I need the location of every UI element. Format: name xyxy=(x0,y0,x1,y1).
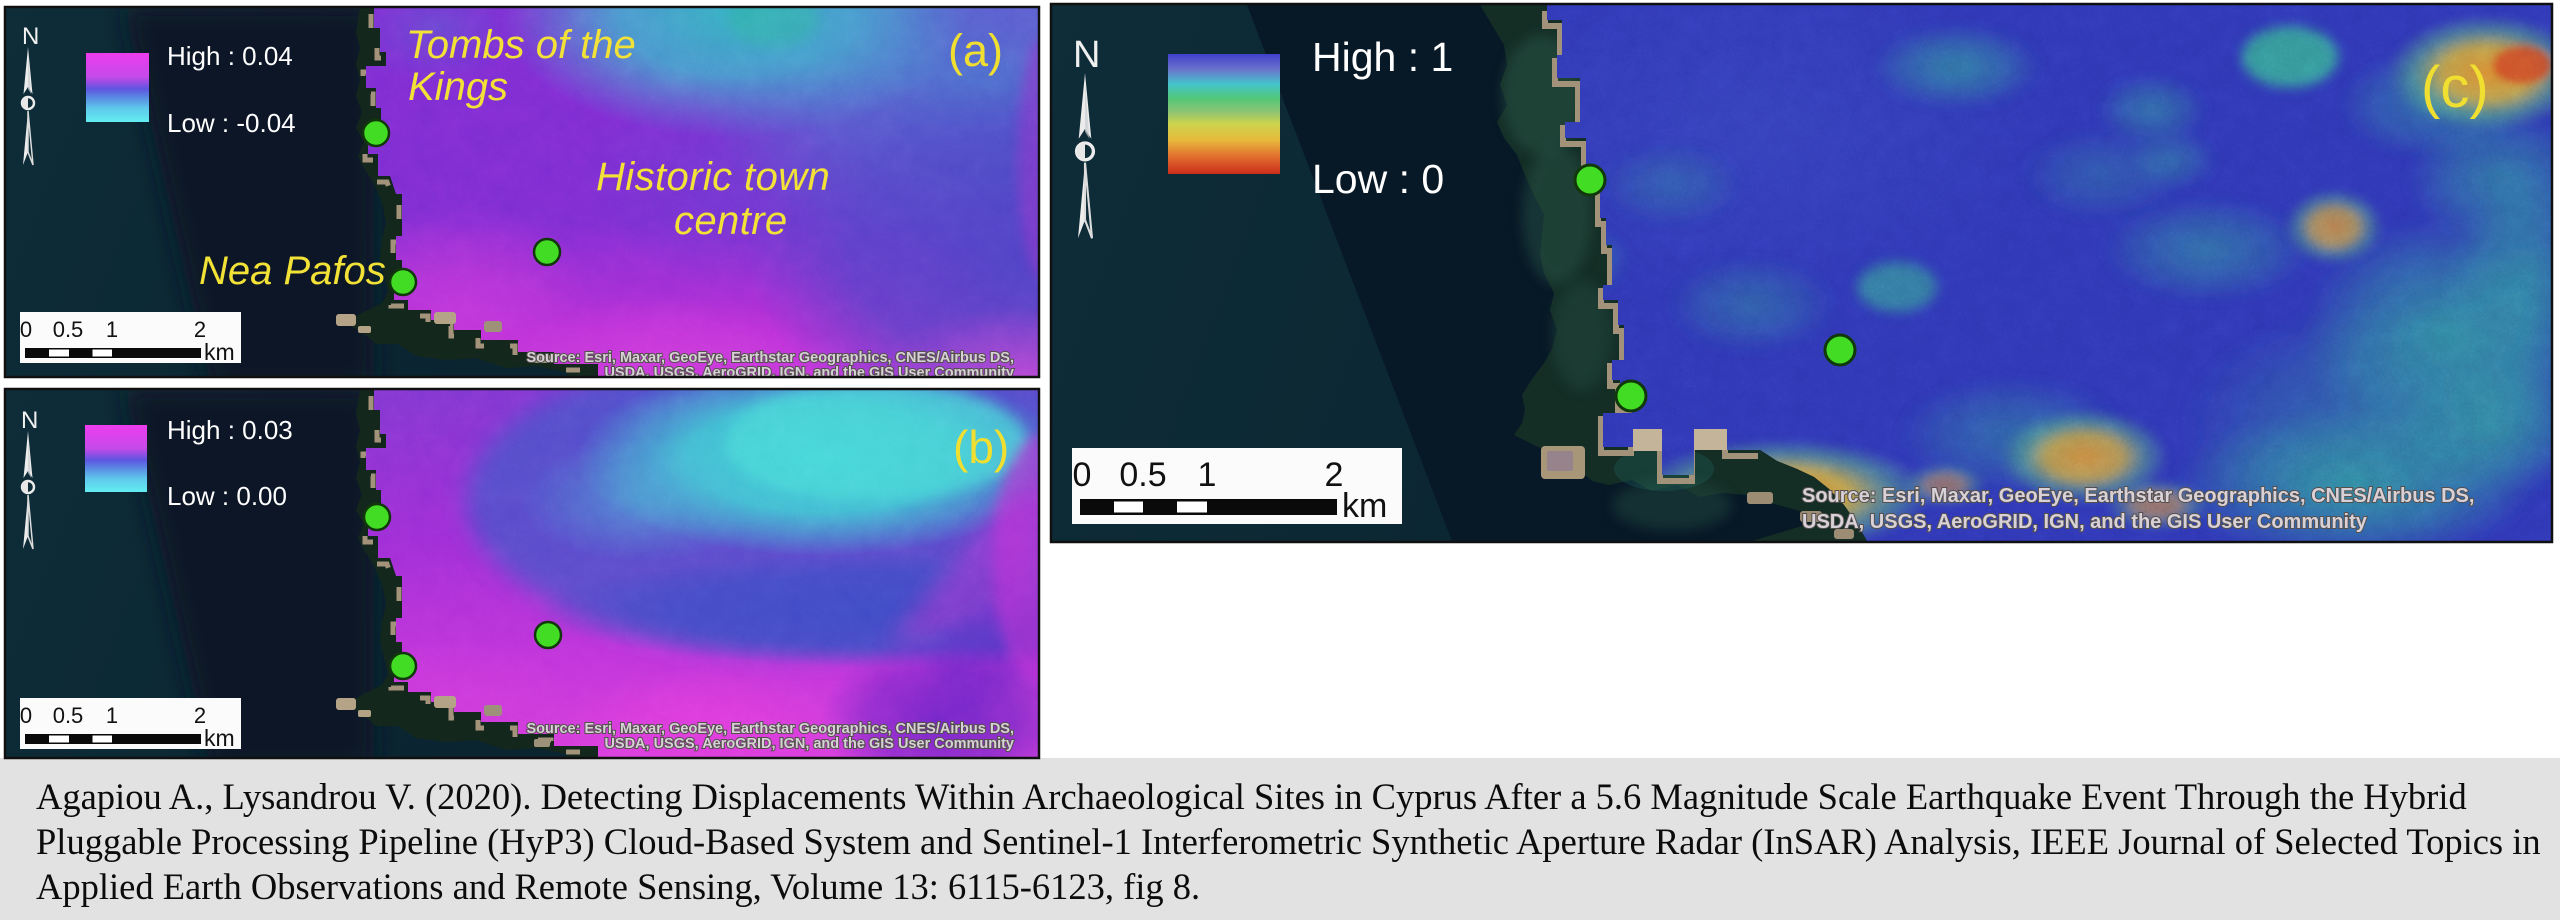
svg-text:N: N xyxy=(21,407,38,434)
svg-text:0: 0 xyxy=(1073,456,1092,494)
svg-text:0: 0 xyxy=(20,317,32,342)
svg-text:Source: Esri, Maxar, GeoEye, E: Source: Esri, Maxar, GeoEye, Earthstar G… xyxy=(526,721,1014,737)
svg-text:Agapiou A., Lysandrou V. (2020: Agapiou A., Lysandrou V. (2020). Detecti… xyxy=(36,776,2467,817)
svg-text:km: km xyxy=(204,339,235,365)
svg-text:Low : 0.00: Low : 0.00 xyxy=(167,481,287,511)
svg-text:km: km xyxy=(204,725,235,751)
svg-text:0.5: 0.5 xyxy=(53,317,84,342)
svg-text:High : 0.04: High : 0.04 xyxy=(167,41,293,71)
svg-text:Tombs of the: Tombs of the xyxy=(406,23,636,67)
svg-text:USDA, USGS, AeroGRID, IGN, and: USDA, USGS, AeroGRID, IGN, and the GIS U… xyxy=(604,365,1014,381)
svg-text:0.5: 0.5 xyxy=(53,703,84,728)
svg-text:1: 1 xyxy=(1198,456,1217,494)
svg-text:(a): (a) xyxy=(948,25,1003,76)
svg-text:USDA, USGS, AeroGRID, IGN, and: USDA, USGS, AeroGRID, IGN, and the GIS U… xyxy=(604,736,1014,752)
svg-text:Source: Esri, Maxar, GeoEye, E: Source: Esri, Maxar, GeoEye, Earthstar G… xyxy=(1802,485,2474,507)
svg-text:0: 0 xyxy=(20,703,32,728)
svg-text:0.5: 0.5 xyxy=(1119,456,1166,494)
svg-text:Nea Pafos: Nea Pafos xyxy=(199,249,386,293)
svg-text:(c): (c) xyxy=(2421,55,2489,120)
svg-text:High : 1: High : 1 xyxy=(1312,34,1453,80)
svg-text:Source: Esri, Maxar, GeoEye, E: Source: Esri, Maxar, GeoEye, Earthstar G… xyxy=(526,350,1014,366)
svg-text:2: 2 xyxy=(194,703,206,728)
svg-text:(b): (b) xyxy=(953,421,1009,473)
svg-text:2: 2 xyxy=(194,317,206,342)
svg-text:Kings: Kings xyxy=(408,65,508,109)
svg-text:2: 2 xyxy=(1325,456,1344,494)
svg-text:Low : 0: Low : 0 xyxy=(1312,156,1444,202)
svg-text:USDA, USGS, AeroGRID, IGN, and: USDA, USGS, AeroGRID, IGN, and the GIS U… xyxy=(1802,511,2368,533)
svg-text:Historic town: Historic town xyxy=(596,155,830,199)
svg-text:Low : -0.04: Low : -0.04 xyxy=(167,108,296,138)
svg-text:N: N xyxy=(22,23,39,50)
svg-text:centre: centre xyxy=(674,199,788,243)
svg-text:km: km xyxy=(1342,487,1387,525)
svg-text:Applied Earth Observations and: Applied Earth Observations and Remote Se… xyxy=(36,866,1200,907)
svg-text:1: 1 xyxy=(106,703,118,728)
svg-text:1: 1 xyxy=(106,317,118,342)
svg-text:High : 0.03: High : 0.03 xyxy=(167,415,293,445)
svg-text:Pluggable Processing Pipeline: Pluggable Processing Pipeline (HyP3) Clo… xyxy=(36,821,2541,862)
svg-text:N: N xyxy=(1073,34,1100,76)
